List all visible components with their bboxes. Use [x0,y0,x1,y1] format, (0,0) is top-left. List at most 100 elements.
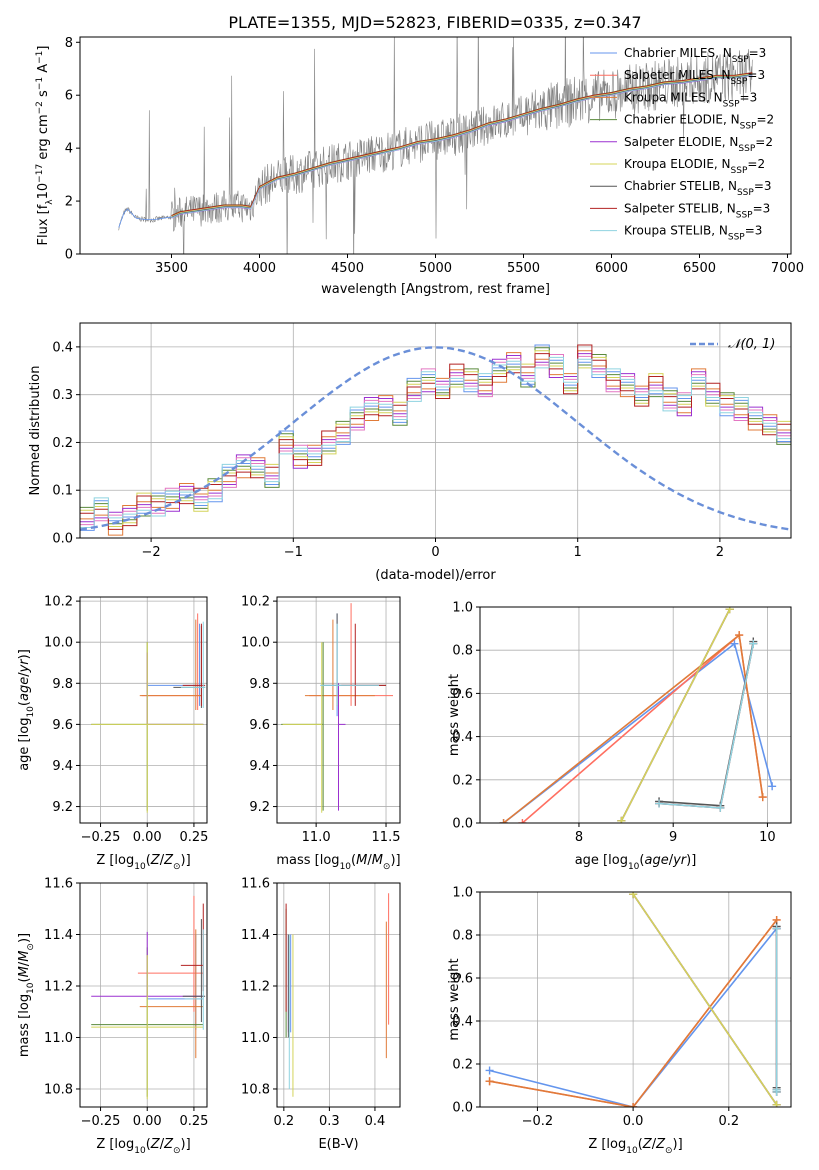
tick-label-y: 9.6 [52,718,73,733]
weight-marker [716,803,725,812]
y-axis-label: Flux [fλ10−17 erg cm−2 s−1 A−1] [35,46,55,246]
tick-label-x: 10 [759,830,776,845]
axes-frame [276,882,401,1108]
weight-marker [758,793,767,802]
tick-label-y: 4 [65,142,73,157]
tick-label-y: 0.6 [452,687,473,702]
tick-label-y: 0.4 [52,340,73,355]
tick-label-x: 5000 [419,261,452,276]
tick-label-x: 8 [575,830,583,845]
tick-label-x: 6500 [683,261,716,276]
tick-label-y: 11.2 [241,979,270,994]
weight-marker [772,924,781,933]
tick-label-y: 0.0 [452,817,473,832]
tick-label-y: 0.0 [452,1101,473,1116]
x-axis-label: Z [log10(Z/Z⊙)] [588,1137,682,1156]
weight-series-line [521,633,764,823]
tick-label-y: 9.8 [249,677,270,692]
tick-label-x: −0.25 [81,830,121,845]
weight-marker [485,1066,494,1075]
tick-label-x: 0.2 [718,1114,739,1129]
weight-series-line [489,919,778,1107]
observed-spectrum-line [118,37,753,254]
legend-label: Salpeter STELIB, NSSP=3 [624,201,770,220]
tick-label-y: 10.2 [44,595,73,610]
weight-marker [725,607,734,614]
axes-weight_vs_Z: −0.2 0.0 0.2 0.0 0.2 0.4 0.6 0.8 1.0 Z [log10(Z/Z… [447,886,792,1156]
weight-marker [772,1087,781,1096]
legend-label: Salpeter MILES, NSSP=3 [624,68,765,87]
legend-label: Chabrier ELODIE, NSSP=2 [624,113,774,132]
axes-frame [79,882,208,1108]
legend-label: Kroupa MILES, NSSP=3 [624,90,757,109]
axes-frame [479,891,792,1108]
normal-curve-line [80,346,791,531]
tick-label-x: 4000 [243,261,276,276]
tick-label-x: 0 [431,545,439,560]
weight-series-line [503,633,764,823]
model-spectrum-line [171,73,753,217]
tick-label-y: 1.0 [452,601,473,616]
axes-frame [479,606,792,824]
x-axis-label: E(B-V) [318,1137,358,1152]
tick-label-y: 0 [65,248,73,263]
plot-area [499,607,777,823]
charts-layer: 3500 4000 4500 5000 5500 6000 6500 7000 0 2 4 6 8 wav… [17,36,804,1156]
tick-label-y: 1.0 [452,886,473,901]
tick-label-y: 0.3 [52,388,73,403]
tick-label-y: 0.8 [452,644,473,659]
x-axis-label: wavelength [Angstrom, rest frame] [321,282,550,297]
tick-label-y: 9.2 [52,800,73,815]
tick-label-x: 2 [716,545,724,560]
axes-frame [79,596,208,824]
tick-label-y: 10.8 [241,1082,270,1097]
x-axis-label: Z [log10(Z/Z⊙)] [96,1137,190,1156]
model-spectrum-line [171,72,753,216]
plot-area [91,613,206,813]
tick-label-y: 0.4 [452,1015,473,1030]
tick-label-x: 6000 [595,261,628,276]
tick-label-y: 0.0 [52,532,73,547]
x-axis-label: Z [log10(Z/Z⊙)] [96,853,190,872]
tick-label-x: −1 [284,545,303,560]
weight-series-line [632,893,778,1106]
tick-label-x: 9 [669,830,677,845]
weight-series-line [503,642,773,823]
tick-label-x: 11.0 [302,830,331,845]
axes-frame [276,596,401,824]
histogram-step-line [80,344,791,530]
tick-label-y: 6 [65,89,73,104]
tick-label-x: −0.2 [522,1114,554,1129]
legend-label: Kroupa STELIB, NSSP=3 [624,224,762,243]
legend-label: Kroupa ELODIE, NSSP=2 [624,157,765,176]
weight-marker [617,816,626,823]
tick-label-x: −2 [142,545,161,560]
x-axis-label: age [log10(age/yr)] [575,853,697,872]
tick-label-y: 8 [65,36,73,51]
tick-label-y: 0.2 [452,1058,473,1073]
axes-age_vs_Z: −0.25 0.00 0.25 9.2 9.4 9.6 9.8 10.0 10.2 Z [log1… [17,595,208,872]
histogram-step-line [80,356,791,528]
tick-label-x: 7000 [771,261,804,276]
weight-marker [655,799,664,808]
tick-label-x: 0.2 [273,1114,294,1129]
tick-label-y: 10.0 [44,636,73,651]
tick-label-y: 11.4 [44,928,73,943]
y-axis-label: Normed distribution [28,366,43,496]
model-spectrum-line [118,73,753,228]
weight-marker [749,639,758,648]
figure-title: PLATE=1355, MJD=52823, FIBERID=0335, z=0… [228,13,641,32]
legend-label: Salpeter ELODIE, NSSP=2 [624,135,773,154]
tick-label-y: 11.2 [44,979,73,994]
tick-label-x: −0.25 [81,1114,121,1129]
tick-label-y: 9.4 [249,759,270,774]
weight-marker [499,819,508,823]
tick-label-y: 9.6 [249,718,270,733]
model-spectrum-line [171,74,753,218]
weight-marker [629,892,638,899]
y-axis-label: age [log10(age/yr)] [17,649,36,771]
weight-series-line [620,608,731,822]
weight-marker [735,631,744,640]
tick-label-y: 11.6 [241,877,270,892]
